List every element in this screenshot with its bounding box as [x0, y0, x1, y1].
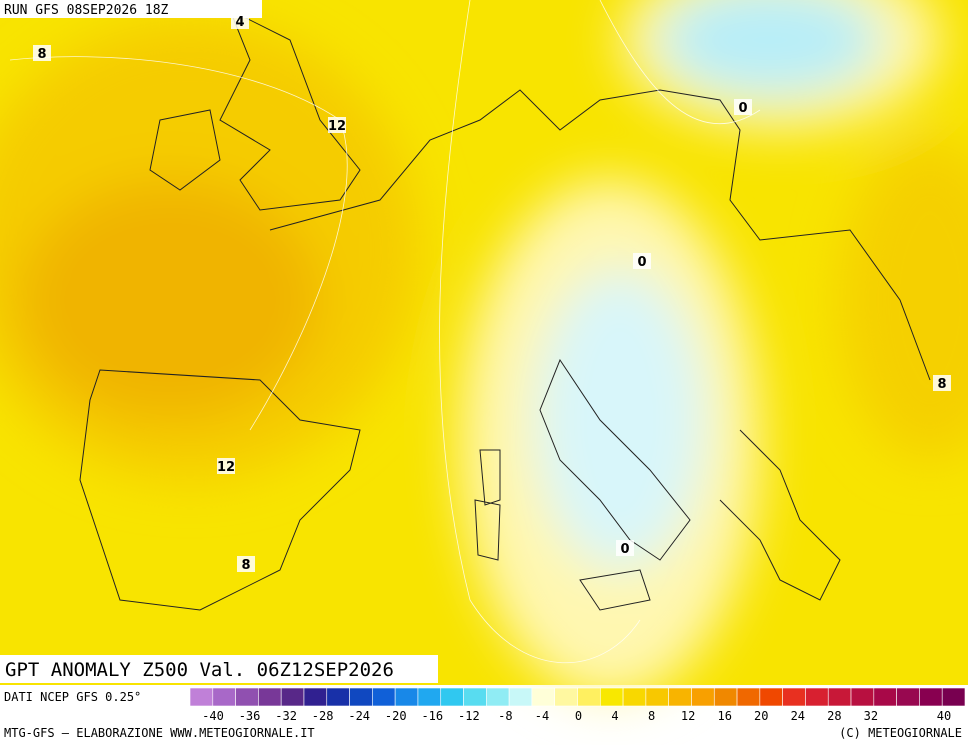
contour-label: 8	[241, 558, 250, 573]
colorbar-tick-label: -4	[535, 709, 549, 723]
contour-label-bg	[231, 13, 249, 29]
colorbar-tick-label: 16	[717, 709, 731, 723]
colorbar-cell	[440, 687, 464, 707]
colorbar-cell	[486, 687, 510, 707]
contour-label: 12	[217, 460, 235, 475]
colorbar-cell	[258, 687, 282, 707]
colorbar-tick-label: 40	[937, 709, 951, 723]
colorbar-cell	[873, 687, 897, 707]
contour-label-bg	[217, 458, 235, 474]
colorbar-cell	[736, 687, 761, 707]
colorbar-cell	[372, 687, 396, 707]
colorbar-cell	[668, 687, 692, 707]
contour-label: 8	[37, 47, 46, 62]
colorbar-tick-label: 28	[827, 709, 841, 723]
colorbar-cell	[212, 687, 236, 707]
colorbar-tick-label: -20	[385, 709, 407, 723]
contour-label: 8	[937, 377, 946, 392]
run-label: RUN GFS 08SEP2026 18Z	[4, 3, 169, 18]
contour-label: 0	[738, 101, 747, 116]
contour-label: 0	[637, 255, 646, 270]
colorbar-cell	[782, 687, 806, 707]
colorbar-tick-label: 8	[648, 709, 655, 723]
colorbar-tick-label: -16	[421, 709, 443, 723]
contour-label-bg	[237, 556, 255, 572]
colorbar-tick-label: -12	[458, 709, 480, 723]
colorbar-cell	[919, 687, 943, 707]
run-box	[0, 0, 262, 18]
title-box	[0, 655, 438, 683]
coastlines	[79, 8, 931, 611]
colorbar-tick-label: -8	[498, 709, 512, 723]
contour-label: 0	[620, 542, 629, 557]
footer-left: MTG-GFS — ELABORAZIONE WWW.METEOGIORNALE…	[4, 726, 315, 740]
colorbar-tick-label: 24	[791, 709, 805, 723]
colorbar-cell	[850, 687, 875, 707]
map	[0, 0, 968, 700]
anomaly-field	[0, 0, 968, 700]
contour-label-bg	[633, 253, 651, 269]
colorbar-cell	[189, 687, 214, 707]
source-label: DATI NCEP GFS 0.25°	[4, 690, 141, 704]
colorbar-cell	[622, 687, 647, 707]
colorbar-tick-label: -24	[348, 709, 370, 723]
colorbar-cell	[805, 687, 829, 707]
colorbar-cell	[713, 687, 738, 707]
contour-label-bg	[734, 99, 752, 115]
colorbar-cell	[896, 687, 920, 707]
colorbar-tick-label: 0	[575, 709, 582, 723]
colorbar-cell	[827, 687, 852, 707]
contour-label: 4	[235, 15, 244, 30]
colorbar-cell	[941, 687, 966, 707]
colorbar-tick-label: -40	[202, 709, 224, 723]
colorbar-cell	[349, 687, 373, 707]
colorbar-tick-label: 32	[864, 709, 878, 723]
colorbar-cell	[303, 687, 328, 707]
colorbar-cell	[577, 687, 601, 707]
contour-label: 12	[328, 119, 346, 134]
map-title: GPT ANOMALY Z500 Val. 06Z12SEP2026	[5, 659, 394, 681]
colorbar-cell	[326, 687, 350, 707]
colorbar-cell	[394, 687, 419, 707]
contour-label-bg	[933, 375, 951, 391]
colorbar-tick-label: -36	[239, 709, 261, 723]
contour-label-bg	[328, 117, 346, 133]
colorbar-cell	[235, 687, 259, 707]
colorbar-cell	[531, 687, 556, 707]
contour-label-bg	[616, 540, 634, 556]
colorbar-tick-label: 20	[754, 709, 768, 723]
colorbar-tick-label: -32	[275, 709, 297, 723]
colorbar-tick-label: 4	[611, 709, 618, 723]
colorbar-cell	[554, 687, 578, 707]
colorbar-tick-label: -28	[312, 709, 334, 723]
colorbar-tick-label: 12	[681, 709, 695, 723]
colorbar: -40 -36 -32 -28 -24 -20 -16 -12 -8 -4 0 4 8 12 16 20 24 2…	[189, 687, 966, 723]
footer-right: (C) METEOGIORNALE	[839, 726, 962, 740]
colorbar-cell	[463, 687, 487, 707]
colorbar-cell	[645, 687, 669, 707]
colorbar-cell	[599, 687, 624, 707]
colorbar-cell	[417, 687, 442, 707]
colorbar-cell	[280, 687, 305, 707]
colorbar-cell	[759, 687, 783, 707]
colorbar-cell	[508, 687, 533, 707]
contour-label-bg	[33, 45, 51, 61]
colorbar-cell	[691, 687, 715, 707]
